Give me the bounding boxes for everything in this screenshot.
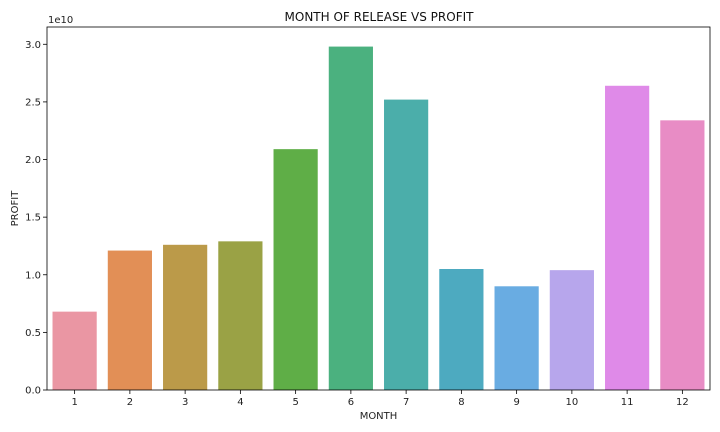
x-tick-label: 3 — [182, 397, 188, 408]
bar-month-10 — [549, 270, 594, 390]
x-tick-label: 5 — [292, 397, 298, 408]
y-tick-label: 0.5 — [25, 328, 41, 339]
bar-month-6 — [328, 46, 373, 391]
x-tick-label: 6 — [348, 397, 354, 408]
x-axis-label: MONTH — [360, 411, 398, 422]
x-tick-label: 9 — [513, 397, 519, 408]
chart-title: MONTH OF RELEASE VS PROFIT — [285, 10, 475, 24]
x-tick-label: 11 — [621, 397, 634, 408]
x-tick-label: 7 — [403, 397, 409, 408]
x-tick-label: 2 — [127, 397, 133, 408]
x-tick-label: 1 — [71, 397, 77, 408]
y-tick-label: 3.0 — [25, 40, 41, 51]
bar-month-12 — [660, 120, 705, 390]
bar-month-11 — [605, 85, 650, 391]
x-tick-label: 12 — [676, 397, 689, 408]
y-tick-label: 0.0 — [25, 386, 41, 397]
y-ticks-group: 0.0 0.5 1.0 1.5 2.0 2.5 3.0 — [25, 40, 47, 397]
bar-month-8 — [439, 269, 484, 390]
x-tick-label: 4 — [237, 397, 243, 408]
y-tick-label: 2.5 — [25, 97, 41, 108]
bar-month-7 — [384, 99, 429, 390]
bar-month-9 — [494, 286, 539, 390]
y-tick-label: 1.5 — [25, 213, 41, 224]
bar-month-1 — [52, 311, 97, 390]
y-offset-label: 1e10 — [48, 15, 73, 26]
plot-frame — [46, 26, 711, 391]
bar-month-3 — [163, 244, 208, 390]
bars-group — [52, 46, 705, 391]
bar-month-5 — [273, 149, 318, 390]
y-tick-label: 1.0 — [25, 270, 41, 281]
x-tick-label: 10 — [566, 397, 579, 408]
y-axis-label: PROFIT — [10, 190, 21, 227]
x-tick-label: 8 — [458, 397, 464, 408]
y-tick-label: 2.0 — [25, 155, 41, 166]
x-ticks-group: 1 2 3 4 5 6 7 8 9 10 11 12 — [71, 390, 689, 408]
bar-month-2 — [107, 250, 152, 390]
bar-month-4 — [218, 241, 263, 390]
